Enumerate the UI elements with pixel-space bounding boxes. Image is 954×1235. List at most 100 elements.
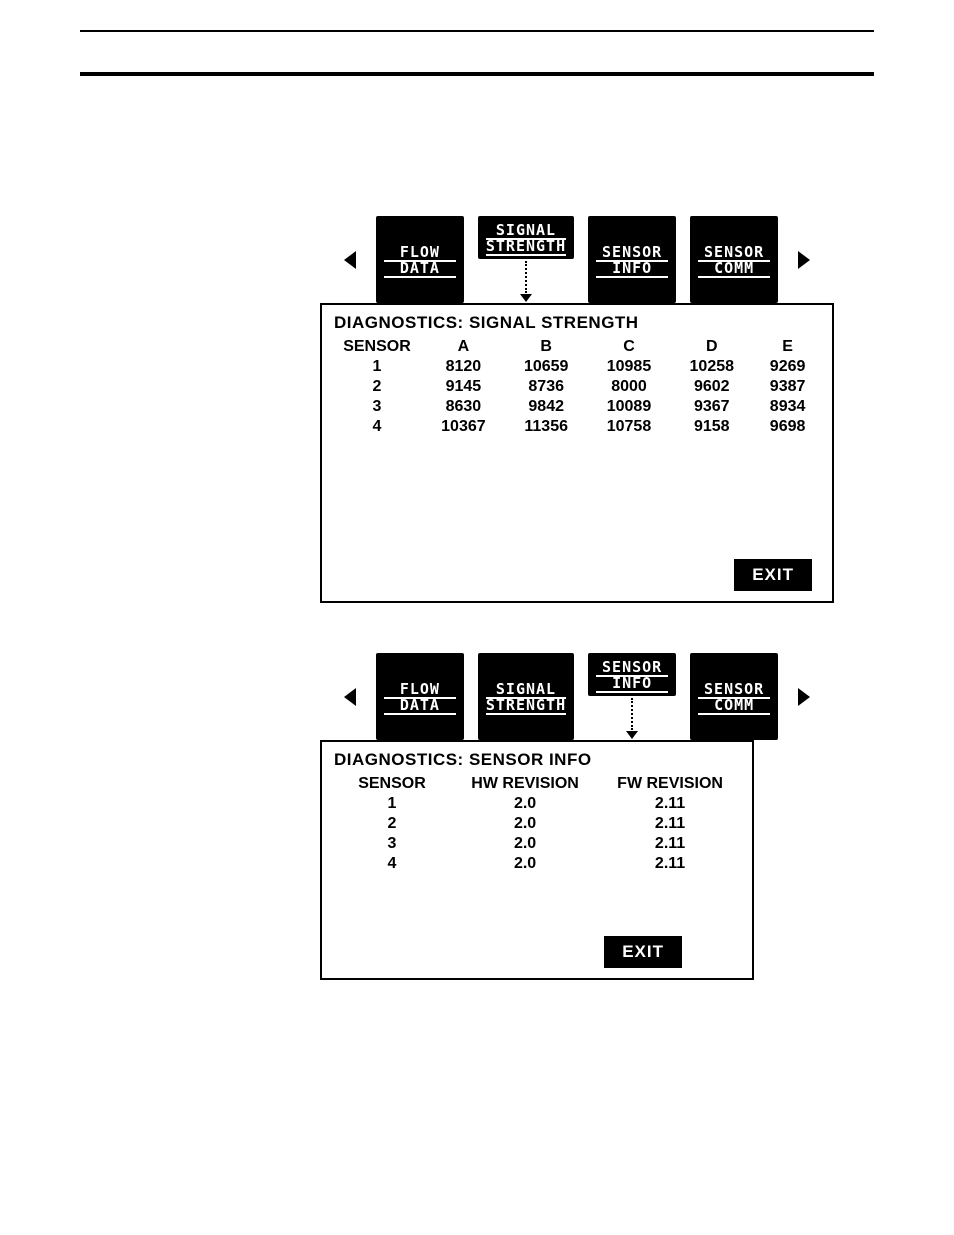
cell: 10367 — [422, 417, 505, 437]
triangle-down-icon — [625, 730, 639, 740]
col-header: SENSOR — [332, 337, 422, 357]
exit-button[interactable]: EXIT — [734, 559, 812, 591]
tab-label-line2: INFO — [596, 675, 668, 691]
triangle-left-icon — [342, 686, 358, 708]
cell: 8934 — [753, 397, 822, 417]
cell: 3 — [332, 834, 452, 854]
panel-title: DIAGNOSTICS: SIGNAL STRENGTH — [332, 311, 822, 337]
signal-rows: 1 8120 10659 10985 10258 9269 2 9145 873… — [332, 357, 822, 437]
cell: 9842 — [505, 397, 588, 417]
tabs-scroll-right[interactable] — [792, 653, 816, 740]
tab-sensor-comm[interactable]: SENSOR COMM — [690, 653, 778, 740]
cell: 9698 — [753, 417, 822, 437]
tab-label-line2: STRENGTH — [486, 697, 566, 713]
triangle-down-icon — [519, 293, 533, 303]
cell: 2.0 — [452, 814, 598, 834]
table-row: 2 2.0 2.11 — [332, 814, 742, 834]
col-header: A — [422, 337, 505, 357]
cell: 10258 — [670, 357, 753, 377]
tabs-scroll-right[interactable] — [792, 216, 816, 303]
tab-label-line1: SENSOR — [596, 659, 668, 675]
rule-top-thick — [80, 72, 874, 76]
tab-sensor-info[interactable]: SENSOR INFO — [588, 653, 676, 696]
tab-label-line1: SIGNAL — [486, 222, 566, 238]
table-row: 4 10367 11356 10758 9158 9698 — [332, 417, 822, 437]
cell: 2.11 — [598, 834, 742, 854]
cell: 8630 — [422, 397, 505, 417]
cell: 3 — [332, 397, 422, 417]
cell: 1 — [332, 794, 452, 814]
cell: 2.11 — [598, 814, 742, 834]
tab-label-line2: DATA — [384, 697, 456, 713]
cell: 10758 — [588, 417, 671, 437]
cell: 8120 — [422, 357, 505, 377]
col-header: HW REVISION — [452, 774, 598, 794]
exit-button[interactable]: EXIT — [604, 936, 682, 968]
cell: 2.11 — [598, 794, 742, 814]
cell: 10089 — [588, 397, 671, 417]
tab-label-line2: DATA — [384, 260, 456, 276]
cell: 1 — [332, 357, 422, 377]
tab-label-line1: SENSOR — [698, 244, 770, 260]
cell: 4 — [332, 854, 452, 874]
cell: 9145 — [422, 377, 505, 397]
tab-sensor-comm[interactable]: SENSOR COMM — [690, 216, 778, 303]
table-row: 1 2.0 2.11 — [332, 794, 742, 814]
sensor-info-table: SENSOR HW REVISION FW REVISION 1 2.0 2.1… — [332, 774, 742, 874]
table-row: 4 2.0 2.11 — [332, 854, 742, 874]
tab-flow-data[interactable]: FLOW DATA — [376, 216, 464, 303]
table-row: 2 9145 8736 8000 9602 9387 — [332, 377, 822, 397]
col-header: FW REVISION — [598, 774, 742, 794]
panel-title: DIAGNOSTICS: SENSOR INFO — [332, 748, 742, 774]
panel-sensor-info: DIAGNOSTICS: SENSOR INFO SENSOR HW REVIS… — [320, 740, 754, 980]
rule-top-thin — [80, 30, 874, 32]
tab-label-line2: COMM — [698, 260, 770, 276]
cell: 2.0 — [452, 834, 598, 854]
tab-signal-strength[interactable]: SIGNAL STRENGTH — [478, 216, 574, 259]
col-header: E — [753, 337, 822, 357]
signal-strength-table: SENSOR A B C D E 1 8120 10659 10985 1025… — [332, 337, 822, 437]
info-rows: 1 2.0 2.11 2 2.0 2.11 3 2.0 2.11 4 2.0 — [332, 794, 742, 874]
cell: 10659 — [505, 357, 588, 377]
triangle-right-icon — [796, 686, 812, 708]
tabs-signal-strength: FLOW DATA SIGNAL STRENGTH SENSOR INFO SE… — [320, 216, 834, 303]
tabs-scroll-left[interactable] — [338, 216, 362, 303]
cell: 2 — [332, 814, 452, 834]
cell: 11356 — [505, 417, 588, 437]
cell: 2.11 — [598, 854, 742, 874]
col-header: D — [670, 337, 753, 357]
tab-label-line1: FLOW — [384, 244, 456, 260]
cell: 4 — [332, 417, 422, 437]
table-row: 1 8120 10659 10985 10258 9269 — [332, 357, 822, 377]
cell: 9158 — [670, 417, 753, 437]
table-row: 3 2.0 2.11 — [332, 834, 742, 854]
cell: 2 — [332, 377, 422, 397]
triangle-left-icon — [342, 249, 358, 271]
tab-label-line1: SIGNAL — [486, 681, 566, 697]
col-header: SENSOR — [332, 774, 452, 794]
col-header: B — [505, 337, 588, 357]
cell: 9602 — [670, 377, 753, 397]
col-header: C — [588, 337, 671, 357]
cell: 2.0 — [452, 854, 598, 874]
tab-label-line1: SENSOR — [596, 244, 668, 260]
page: FLOW DATA SIGNAL STRENGTH SENSOR INFO SE… — [0, 0, 954, 1235]
tab-sensor-info[interactable]: SENSOR INFO — [588, 216, 676, 303]
cell: 9367 — [670, 397, 753, 417]
active-tab-pointer — [519, 261, 533, 303]
cell: 9387 — [753, 377, 822, 397]
tab-signal-strength[interactable]: SIGNAL STRENGTH — [478, 653, 574, 740]
cell: 8736 — [505, 377, 588, 397]
cell: 10985 — [588, 357, 671, 377]
tab-label-line1: SENSOR — [698, 681, 770, 697]
tab-flow-data[interactable]: FLOW DATA — [376, 653, 464, 740]
tabs-scroll-left[interactable] — [338, 653, 362, 740]
triangle-right-icon — [796, 249, 812, 271]
tab-label-line2: INFO — [596, 260, 668, 276]
panel-signal-strength: DIAGNOSTICS: SIGNAL STRENGTH SENSOR A B … — [320, 303, 834, 603]
cell: 9269 — [753, 357, 822, 377]
tabs-sensor-info: FLOW DATA SIGNAL STRENGTH SENSOR INFO SE… — [320, 653, 834, 740]
tab-label-line2: COMM — [698, 697, 770, 713]
active-tab-pointer — [625, 698, 639, 740]
tab-label-line1: FLOW — [384, 681, 456, 697]
